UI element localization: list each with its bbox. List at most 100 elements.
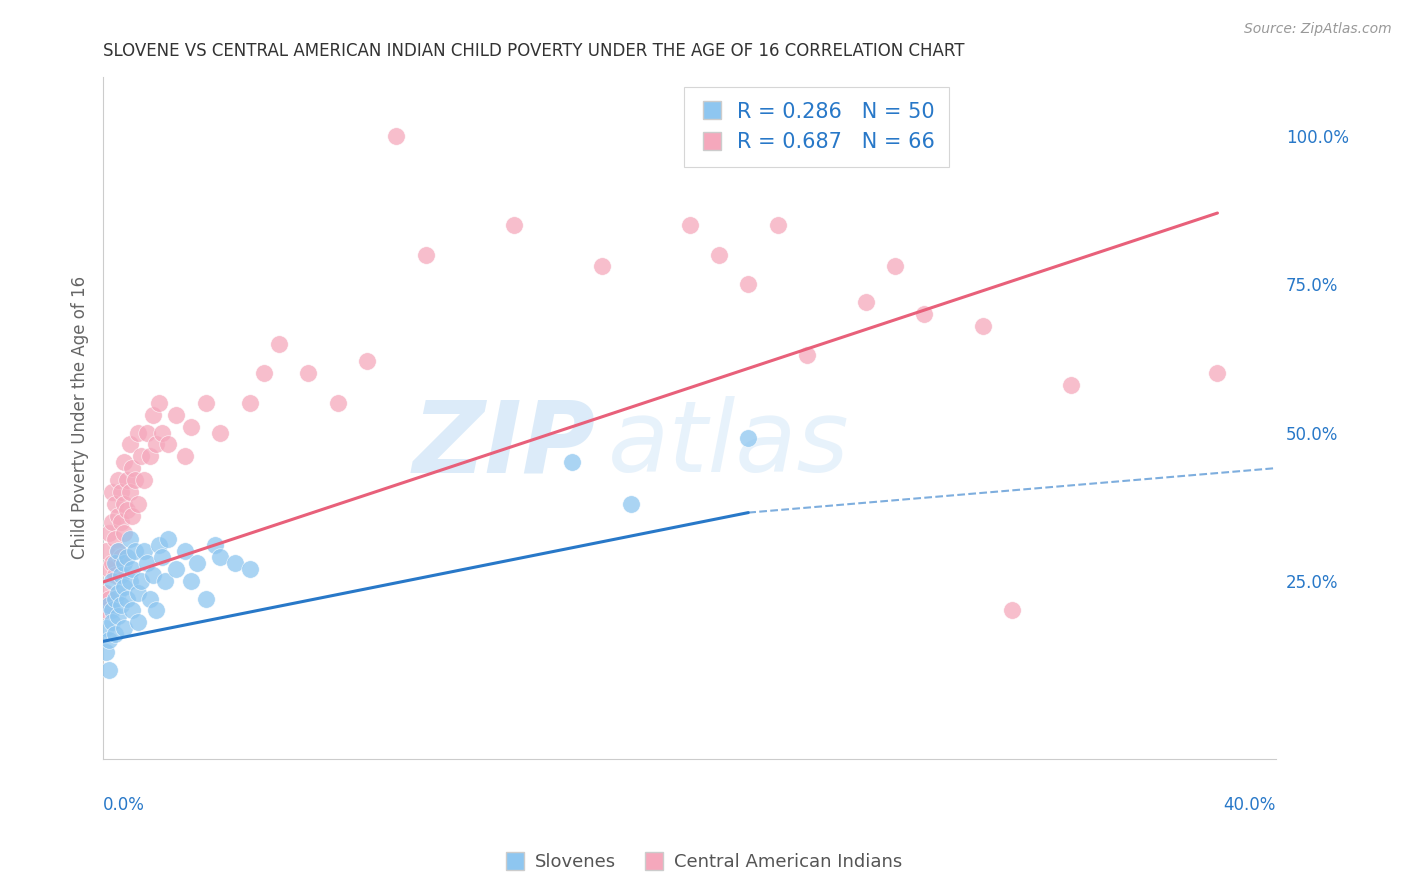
Point xyxy=(101,515,124,529)
Point xyxy=(136,425,159,440)
Point xyxy=(204,538,226,552)
Point xyxy=(112,580,135,594)
Point xyxy=(156,437,179,451)
Point xyxy=(115,550,138,565)
Legend: R = 0.286   N = 50, R = 0.687   N = 66: R = 0.286 N = 50, R = 0.687 N = 66 xyxy=(685,87,949,167)
Point xyxy=(107,585,129,599)
Point xyxy=(415,247,437,261)
Point xyxy=(110,515,132,529)
Point xyxy=(561,455,583,469)
Point xyxy=(121,603,143,617)
Point xyxy=(107,473,129,487)
Point xyxy=(737,432,759,446)
Point xyxy=(101,615,124,630)
Point xyxy=(174,449,197,463)
Point xyxy=(148,396,170,410)
Text: Source: ZipAtlas.com: Source: ZipAtlas.com xyxy=(1244,22,1392,37)
Point xyxy=(737,277,759,292)
Point xyxy=(153,574,176,588)
Point xyxy=(107,544,129,558)
Text: 40.0%: 40.0% xyxy=(1223,797,1277,814)
Point xyxy=(121,461,143,475)
Point xyxy=(253,366,276,380)
Y-axis label: Child Poverty Under the Age of 16: Child Poverty Under the Age of 16 xyxy=(72,277,89,559)
Point xyxy=(1060,378,1083,392)
Point xyxy=(104,567,127,582)
Text: SLOVENE VS CENTRAL AMERICAN INDIAN CHILD POVERTY UNDER THE AGE OF 16 CORRELATION: SLOVENE VS CENTRAL AMERICAN INDIAN CHILD… xyxy=(103,42,965,60)
Point xyxy=(165,408,187,422)
Point xyxy=(98,663,121,677)
Point xyxy=(134,473,156,487)
Point xyxy=(127,615,149,630)
Point xyxy=(98,562,121,576)
Point xyxy=(129,449,152,463)
Point xyxy=(94,544,117,558)
Point xyxy=(104,533,127,547)
Point xyxy=(94,645,117,659)
Point xyxy=(620,497,643,511)
Point xyxy=(356,354,378,368)
Point xyxy=(209,425,232,440)
Point xyxy=(224,556,246,570)
Point xyxy=(139,449,162,463)
Point xyxy=(104,497,127,511)
Point xyxy=(110,598,132,612)
Point xyxy=(180,419,202,434)
Point xyxy=(165,562,187,576)
Point xyxy=(112,526,135,541)
Point xyxy=(150,550,173,565)
Point xyxy=(124,544,146,558)
Point xyxy=(101,574,124,588)
Point xyxy=(127,497,149,511)
Point xyxy=(707,247,730,261)
Point xyxy=(112,556,135,570)
Point xyxy=(502,218,524,232)
Point xyxy=(136,556,159,570)
Point xyxy=(110,567,132,582)
Point xyxy=(139,591,162,606)
Point xyxy=(385,128,408,143)
Point xyxy=(101,484,124,499)
Point xyxy=(98,526,121,541)
Point xyxy=(267,336,290,351)
Point xyxy=(104,556,127,570)
Point xyxy=(766,218,789,232)
Point xyxy=(796,348,818,362)
Point xyxy=(156,533,179,547)
Point xyxy=(94,621,117,635)
Point xyxy=(98,633,121,648)
Point xyxy=(110,484,132,499)
Point xyxy=(194,591,217,606)
Point xyxy=(209,550,232,565)
Point xyxy=(239,396,262,410)
Point xyxy=(112,497,135,511)
Point xyxy=(855,295,877,310)
Point xyxy=(121,508,143,523)
Point xyxy=(110,550,132,565)
Point xyxy=(148,538,170,552)
Point xyxy=(127,585,149,599)
Point xyxy=(98,598,121,612)
Point xyxy=(591,260,613,274)
Point xyxy=(142,408,165,422)
Point xyxy=(145,437,167,451)
Point xyxy=(912,307,935,321)
Point xyxy=(1001,603,1024,617)
Point xyxy=(180,574,202,588)
Text: 0.0%: 0.0% xyxy=(103,797,145,814)
Point xyxy=(94,603,117,617)
Point xyxy=(186,556,208,570)
Point xyxy=(115,591,138,606)
Point xyxy=(112,455,135,469)
Text: ZIP: ZIP xyxy=(413,396,596,493)
Legend: Slovenes, Central American Indians: Slovenes, Central American Indians xyxy=(496,847,910,879)
Point xyxy=(98,591,121,606)
Point xyxy=(883,260,905,274)
Point xyxy=(94,585,117,599)
Point xyxy=(104,627,127,641)
Point xyxy=(972,318,994,333)
Point xyxy=(107,544,129,558)
Point xyxy=(1206,366,1229,380)
Point xyxy=(107,508,129,523)
Point xyxy=(142,567,165,582)
